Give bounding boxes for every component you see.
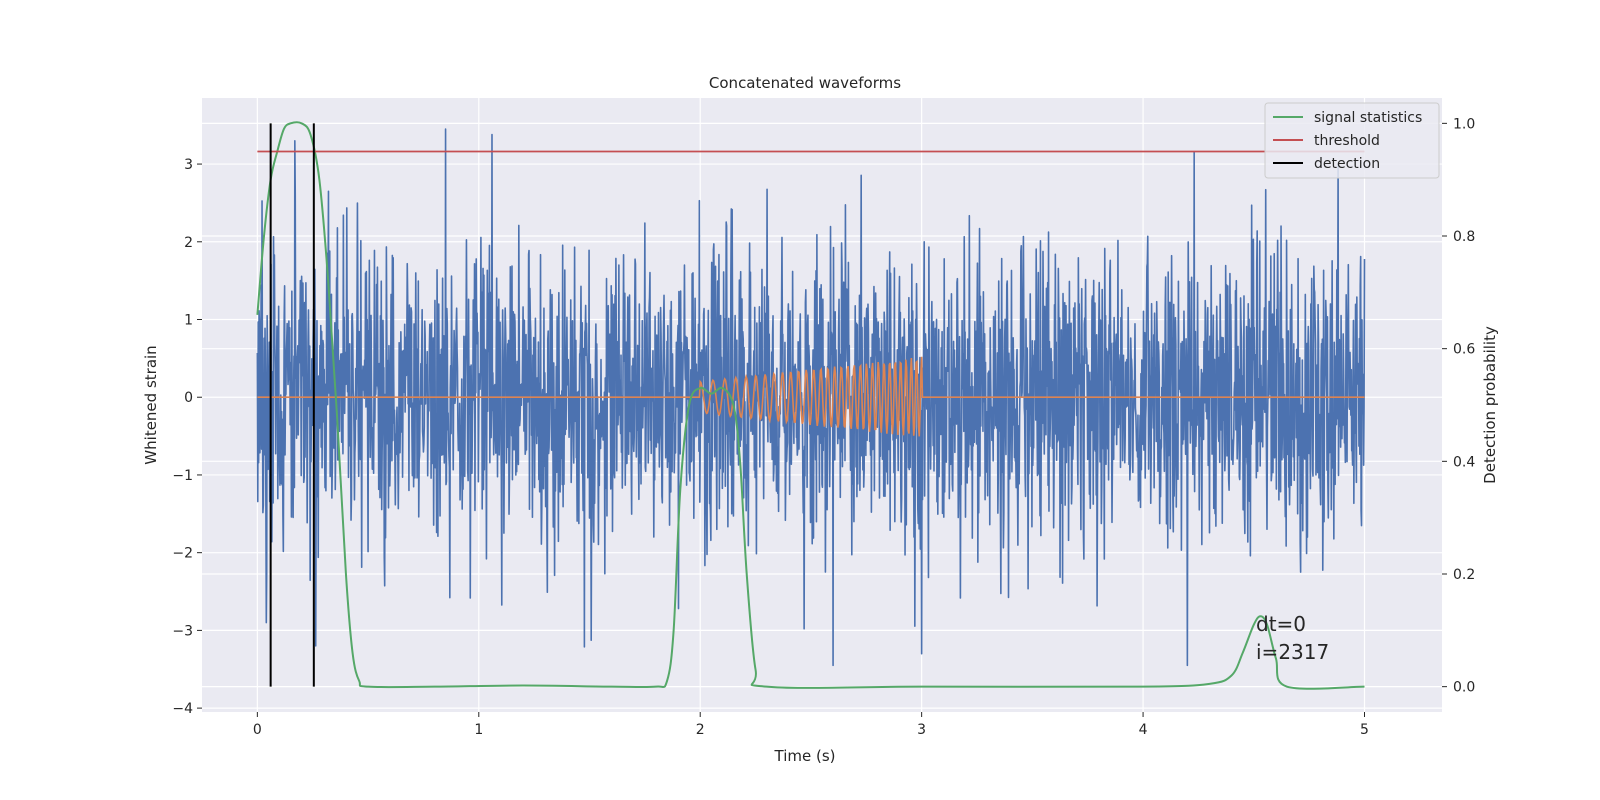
y-tick-label: 1	[184, 313, 193, 329]
y2-axis-label: Detection probability	[1481, 326, 1499, 484]
detection-layer	[269, 123, 315, 687]
y-tick-label: 3	[184, 157, 193, 173]
chart-title: Concatenated waveforms	[709, 74, 901, 92]
y-tick-label: −1	[172, 468, 193, 484]
annotation-dt: dt=0	[1256, 612, 1306, 636]
series-injected-chirp	[257, 356, 1365, 437]
series-whitened-strain-noise	[256, 128, 1366, 667]
legend-label-detection: detection	[1314, 156, 1380, 172]
legend-label-signal-statistics: signal statistics	[1314, 110, 1422, 126]
x-tick-label: 3	[917, 722, 926, 738]
y-tick-label: 2	[184, 235, 193, 251]
y-tick-label: 0	[184, 390, 193, 406]
legend-box	[1264, 102, 1440, 179]
y2-tick-label: 1.0	[1453, 116, 1475, 132]
x-tick-label: 5	[1360, 722, 1369, 738]
y2-tick-label: 0.0	[1453, 680, 1475, 696]
annotation-i: i=2317	[1256, 640, 1329, 664]
x-tick-label: 4	[1139, 722, 1148, 738]
y-tick-label: −4	[172, 701, 193, 717]
y2-tick-label: 0.2	[1453, 567, 1475, 583]
x-tick-label: 0	[253, 722, 262, 738]
y2-tick-label: 0.8	[1453, 229, 1475, 245]
ticks-layer: 0 1 2 3 4 5 −4 −3 −2 −1 0 1 2 3 0.0 0.2 0.4 0.6 0.8 1.0	[172, 116, 1475, 738]
legend: signal statistics threshold detection	[1264, 102, 1440, 179]
legend-label-threshold: threshold	[1314, 133, 1380, 149]
x-tick-label: 2	[696, 722, 705, 738]
x-tick-label: 1	[474, 722, 483, 738]
y2-tick-label: 0.6	[1453, 342, 1475, 358]
x-axis-label: Time (s)	[774, 747, 836, 765]
y-tick-label: −3	[172, 623, 193, 639]
y-tick-label: −2	[172, 546, 193, 562]
y2-tick-label: 0.4	[1453, 454, 1475, 470]
y-axis-label: Whitened strain	[142, 345, 160, 464]
